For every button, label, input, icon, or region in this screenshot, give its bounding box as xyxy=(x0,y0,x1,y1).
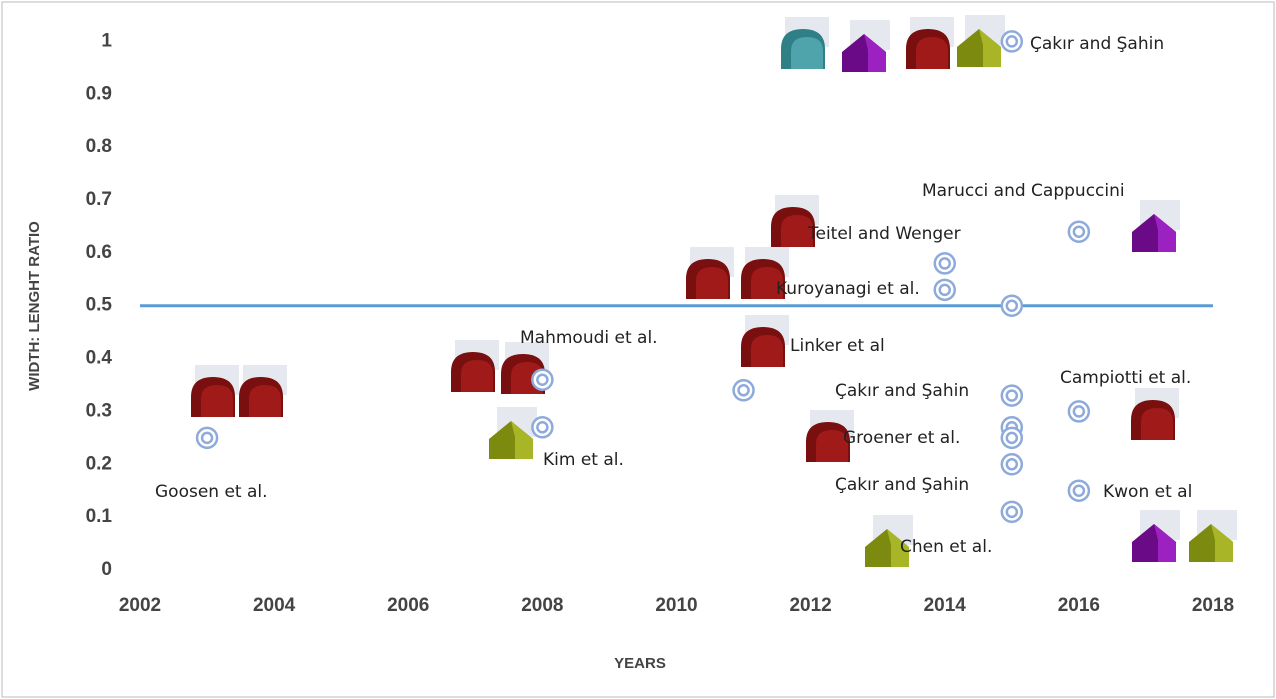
data-point xyxy=(1000,294,1024,317)
point-ring xyxy=(195,426,219,450)
annotation: Mahmoudi et al. xyxy=(520,328,658,348)
y-tick-label: 0.5 xyxy=(86,295,113,316)
x-tick-label: 2014 xyxy=(924,595,967,616)
annotation: Kwon et al xyxy=(1103,482,1192,502)
greenhouse-icon xyxy=(1131,388,1179,440)
greenhouse-icon xyxy=(741,315,789,367)
annotation: Marucci and Cappuccini xyxy=(922,181,1125,201)
data-point xyxy=(531,368,554,391)
point-ring xyxy=(1067,220,1091,243)
annotation: Teitel and Wenger xyxy=(807,224,961,244)
y-tick-label: 1 xyxy=(101,30,112,51)
point-ring xyxy=(732,379,755,402)
point-ring xyxy=(1072,225,1086,238)
y-tick-label: 0.7 xyxy=(86,189,112,210)
x-tick-label: 2006 xyxy=(387,595,429,616)
x-tick-label: 2002 xyxy=(119,595,161,616)
y-tick-label: 0.6 xyxy=(86,242,112,263)
x-tick-label: 2012 xyxy=(789,595,831,616)
point-ring xyxy=(1000,426,1024,450)
x-tick-label: 2008 xyxy=(521,595,563,616)
x-tick-label: 2016 xyxy=(1058,595,1100,616)
point-ring xyxy=(531,368,554,391)
y-axis-label: WIDTH: LENGHT RATIO xyxy=(26,221,43,391)
greenhouse-icon xyxy=(781,17,829,69)
greenhouse-icon xyxy=(1132,510,1180,562)
annotation: Groener et al. xyxy=(843,428,960,448)
annotation: Campiotti et al. xyxy=(1060,368,1191,388)
point-ring xyxy=(1005,505,1019,519)
point-ring xyxy=(1000,500,1024,524)
point-ring xyxy=(531,416,554,439)
y-tick-label: 0.8 xyxy=(86,136,112,157)
greenhouse-icon xyxy=(451,340,499,392)
point-ring xyxy=(200,431,214,445)
greenhouse-icon xyxy=(686,247,734,299)
data-point xyxy=(1000,453,1024,476)
greenhouse-icon xyxy=(1189,510,1237,562)
greenhouse-icon xyxy=(191,365,239,417)
x-tick-label: 2010 xyxy=(655,595,697,616)
point-ring xyxy=(938,283,951,297)
annotation: Chen et al. xyxy=(900,537,992,557)
annotation: Kim et al. xyxy=(543,450,624,470)
point-ring xyxy=(1000,30,1024,53)
point-ring xyxy=(536,421,549,434)
point-ring xyxy=(933,278,956,302)
y-tick-label: 0.1 xyxy=(86,506,113,527)
point-ring xyxy=(933,252,956,275)
data-point xyxy=(1000,426,1024,450)
annotation: Linker et al xyxy=(790,336,885,356)
point-ring xyxy=(1067,479,1091,502)
point-ring xyxy=(1005,299,1019,312)
data-point xyxy=(1067,400,1091,423)
annotation: Goosen et al. xyxy=(155,482,268,502)
annotation: Çakır and Şahin xyxy=(835,475,969,495)
annotation: Çakır and Şahin xyxy=(835,381,969,401)
point-ring xyxy=(1000,453,1024,476)
data-point xyxy=(1000,500,1024,524)
data-point xyxy=(933,278,956,302)
point-ring xyxy=(1000,384,1024,407)
data-point xyxy=(1067,220,1091,243)
y-tick-label: 0.3 xyxy=(86,400,112,421)
y-tick-label: 0.2 xyxy=(86,453,112,474)
greenhouse-icon xyxy=(842,20,890,72)
point-ring xyxy=(1000,294,1024,317)
y-tick-label: 0 xyxy=(101,559,112,580)
greenhouse-icon xyxy=(906,17,954,69)
x-axis-label: YEARS xyxy=(614,655,666,672)
data-point xyxy=(1000,384,1024,407)
y-tick-label: 0.9 xyxy=(86,83,112,104)
point-ring xyxy=(1005,35,1019,48)
point-ring xyxy=(1005,458,1019,471)
point-ring xyxy=(1072,405,1086,418)
annotation: Kuroyanagi et al. xyxy=(776,279,920,299)
point-ring xyxy=(1005,431,1019,445)
data-point xyxy=(933,252,956,275)
data-point xyxy=(195,426,219,450)
annotation: Çakır and Şahin xyxy=(1030,34,1164,54)
x-tick-label: 2004 xyxy=(253,595,296,616)
point-ring xyxy=(1072,484,1086,497)
data-point xyxy=(531,416,554,439)
greenhouse-icon xyxy=(239,365,287,417)
greenhouse-icon xyxy=(489,407,537,459)
greenhouse-icon xyxy=(957,15,1005,67)
data-point xyxy=(732,379,755,402)
greenhouse-icon xyxy=(1132,200,1180,252)
point-ring xyxy=(536,373,549,386)
data-point xyxy=(1067,479,1091,502)
y-tick-label: 0.4 xyxy=(86,348,113,369)
data-point xyxy=(1000,30,1024,53)
x-tick-label: 2018 xyxy=(1192,595,1234,616)
point-ring xyxy=(1005,389,1019,402)
point-ring xyxy=(938,257,951,270)
point-ring xyxy=(737,384,750,397)
point-ring xyxy=(1067,400,1091,423)
